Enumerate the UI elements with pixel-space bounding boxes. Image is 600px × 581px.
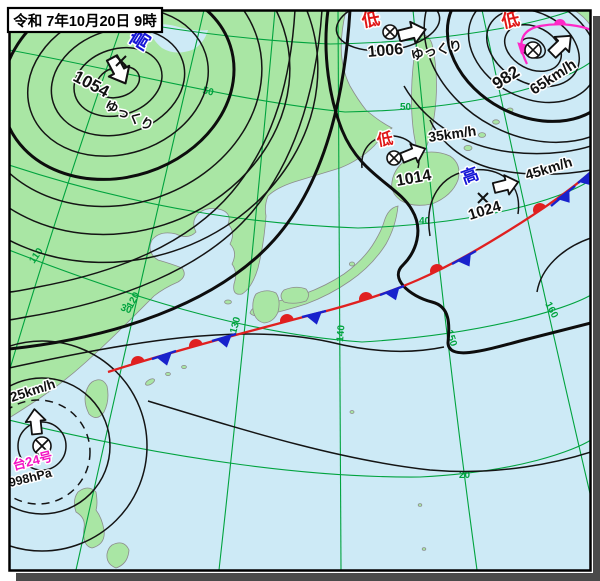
- isobar-high1024-ring: [428, 168, 520, 237]
- grid-label-lat20: 20: [459, 470, 471, 481]
- landmasses: [9, 10, 591, 569]
- warm-front-semicircles: [131, 203, 546, 365]
- amami-island: [181, 364, 187, 369]
- small-island: [349, 410, 355, 414]
- typhoon-wind-area-dashed: [9, 399, 91, 505]
- coastline-shikoku: [280, 286, 309, 304]
- amami-island: [165, 371, 171, 376]
- kuril-island: [463, 144, 473, 151]
- isobar: [429, 119, 591, 176]
- frame-shadow-bottom: [16, 573, 600, 581]
- okinawa-island: [145, 378, 155, 386]
- coastline-philippines-south: [106, 542, 130, 569]
- typhoon-center-icon: [32, 436, 52, 456]
- meridian-150e: [412, 10, 478, 571]
- jeju-island: [224, 299, 232, 305]
- parallel-40n: [9, 164, 591, 229]
- cold-front-triangles: [156, 171, 591, 366]
- low-center-mark-icon: [382, 24, 398, 40]
- low-n-symbol: 低: [359, 7, 381, 31]
- grid-label-lon140: 140: [335, 324, 347, 342]
- isobar: [9, 10, 323, 321]
- isobar: [9, 333, 445, 369]
- parallel-30n: [9, 249, 591, 343]
- grid-label-lat40: 40: [419, 216, 431, 227]
- latlon-grid: 50 50 40 30 20 110 120 130 140 150 160: [9, 10, 591, 571]
- coastline-asia: [9, 10, 393, 419]
- high-e-pressure: 1024: [466, 198, 504, 224]
- chart-border: [8, 9, 592, 572]
- isobar-low982-rings: [423, 10, 591, 144]
- meridian-120e: [75, 10, 205, 571]
- isobar-typhoon-rings: [9, 340, 148, 552]
- high-center-x-icon: [115, 55, 127, 67]
- title-box: 令和 7年10月20日 9時: [6, 6, 164, 34]
- kuril-island: [492, 119, 500, 125]
- isobar: [403, 85, 591, 155]
- grid-label-lat30: 30: [119, 302, 133, 316]
- coastline-kyushu: [252, 290, 280, 324]
- small-island: [417, 503, 423, 507]
- sado-island: [348, 261, 355, 267]
- high-center-x-icon: [477, 192, 489, 204]
- low-center-mark-icon: [524, 41, 542, 59]
- grid-label-lat50-east: 50: [400, 102, 412, 113]
- center-marks: [32, 24, 542, 456]
- isobar-thick: [9, 10, 352, 351]
- grid-label-lon130: 130: [228, 315, 243, 334]
- isobar: [9, 10, 296, 293]
- parallel-20n: [9, 419, 591, 478]
- meridian-130e: [218, 10, 276, 571]
- low-e-symbol: 低: [374, 128, 394, 150]
- low-n-pressure: 1006: [367, 41, 404, 61]
- small-island: [421, 547, 427, 551]
- coastline-taiwan: [84, 379, 109, 418]
- frame-shadow-right: [593, 16, 600, 581]
- stationary-front: [107, 171, 591, 374]
- coastline-luzon: [74, 487, 105, 549]
- kuril-island: [477, 132, 486, 138]
- chart-title: 令和 7年10月20日 9時: [13, 12, 157, 30]
- grid-label-lat50-west: 50: [201, 85, 215, 98]
- occluded-front-semicircle: [554, 19, 566, 26]
- low-center-mark-icon: [386, 150, 402, 166]
- isobar-thick: [324, 10, 591, 355]
- isobar: [147, 400, 591, 473]
- low-ne-symbol: 低: [498, 8, 521, 32]
- isobar: [536, 237, 591, 293]
